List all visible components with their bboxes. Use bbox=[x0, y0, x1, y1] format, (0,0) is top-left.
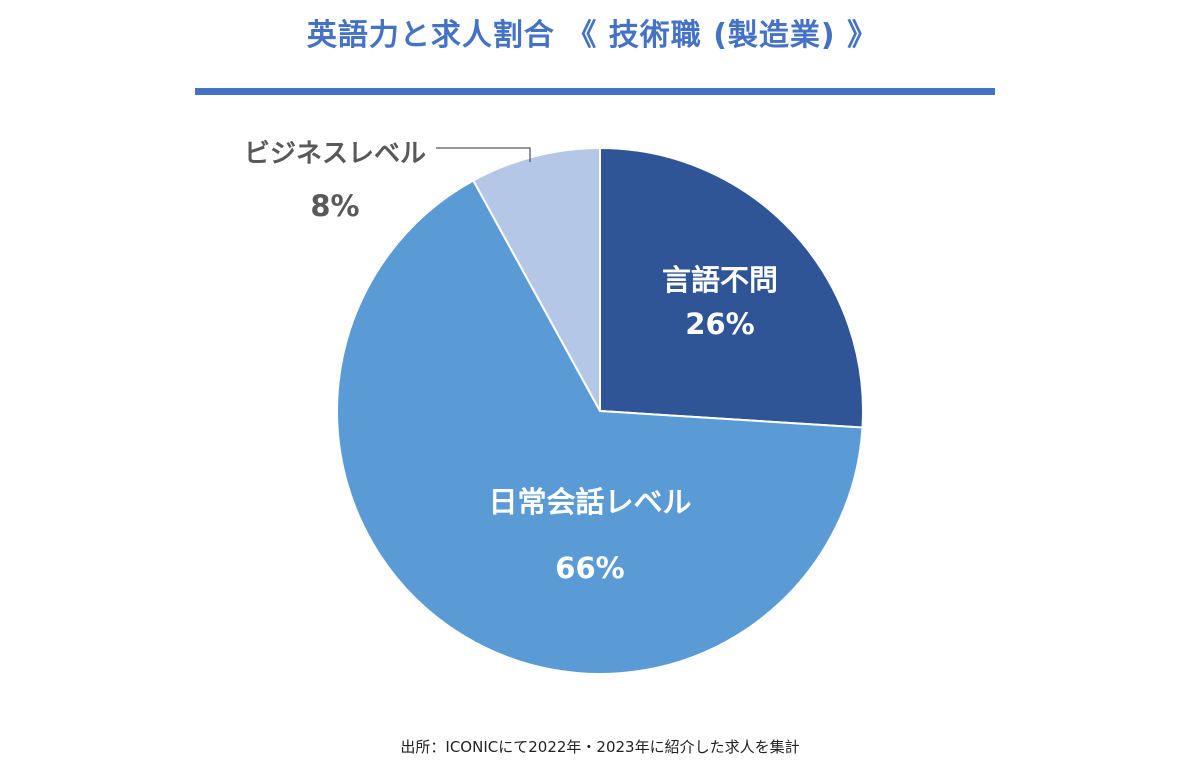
slice-label-language-free-name: 言語不問 bbox=[661, 263, 778, 297]
slice-label-daily-conversation-name: 日常会話レベル bbox=[488, 485, 692, 519]
slice-label-daily-conversation: 日常会話レベル 66% bbox=[460, 482, 720, 588]
chart-title: 英語力と求人割合 《 技術職 (製造業) 》 bbox=[306, 18, 879, 53]
source-note: 出所：ICONICにて2022年・2023年に紹介した求人を集計 bbox=[400, 738, 800, 756]
leader-line-business bbox=[436, 147, 531, 162]
slice-label-daily-conversation-value: 66% bbox=[555, 551, 625, 585]
pie-slice-2 bbox=[471, 146, 601, 412]
slice-label-business-value: 8% bbox=[310, 189, 360, 223]
slice-label-business-name: ビジネスレベル bbox=[243, 139, 426, 169]
pie-slice-0 bbox=[599, 146, 864, 429]
slice-label-business: ビジネスレベル 8% bbox=[240, 128, 430, 232]
pie-slices bbox=[336, 146, 864, 675]
pie-slice-1 bbox=[336, 179, 864, 675]
slice-label-language-free: 言語不問 26% bbox=[640, 258, 800, 346]
title-underline bbox=[195, 88, 995, 95]
slice-label-language-free-value: 26% bbox=[685, 307, 755, 341]
